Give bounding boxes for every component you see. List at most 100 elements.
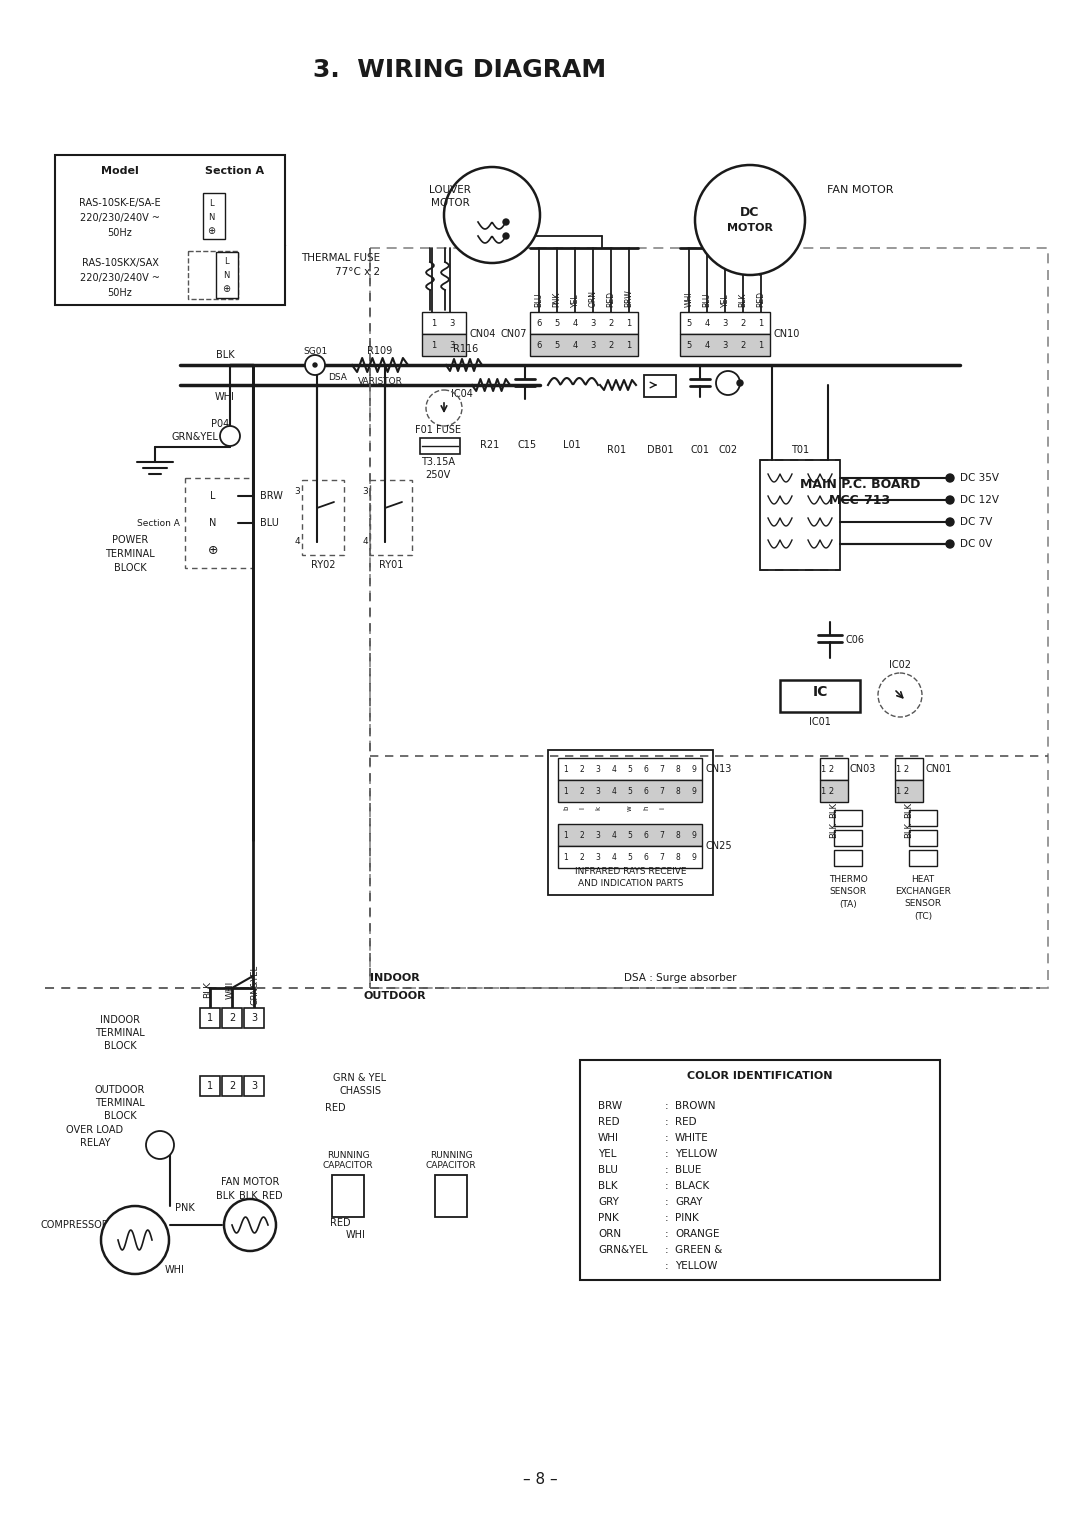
Text: C15: C15 [517,440,537,451]
Text: ORN: ORN [589,290,597,307]
Text: GRN&YEL: GRN&YEL [598,1245,648,1254]
Text: RY01: RY01 [379,559,403,570]
Text: CN10: CN10 [773,329,799,339]
Text: 3.  WIRING DIAGRAM: 3. WIRING DIAGRAM [313,58,607,83]
Text: FAN MOTOR: FAN MOTOR [827,185,893,196]
Text: GRN & YEL: GRN & YEL [334,1073,387,1083]
Bar [644,374,676,397]
Circle shape [503,219,509,225]
Text: :: : [665,1149,669,1160]
Text: 2: 2 [229,1080,235,1091]
Text: 5: 5 [554,341,559,350]
Text: 4: 4 [572,318,578,327]
Text: N: N [207,212,214,222]
Text: BLUE: BLUE [675,1164,701,1175]
Bar [222,1008,242,1028]
Text: 1: 1 [564,787,568,796]
Text: GREEN &: GREEN & [675,1245,723,1254]
Text: i: i [659,807,665,808]
Text: 3: 3 [251,1013,257,1024]
Text: 3: 3 [449,318,455,327]
Text: IC: IC [812,685,827,698]
Bar [834,850,862,866]
Bar [216,252,238,298]
Bar [760,460,840,570]
Text: 1: 1 [564,764,568,773]
Bar [558,824,702,847]
Circle shape [946,497,954,504]
Text: 3: 3 [449,341,455,350]
Text: 2: 2 [741,318,745,327]
Text: 1: 1 [626,341,632,350]
Bar [244,1076,264,1096]
Circle shape [305,354,325,374]
Text: 9: 9 [691,831,697,839]
Text: CAPACITOR: CAPACITOR [323,1160,374,1169]
Text: CHASSIS: CHASSIS [339,1086,381,1096]
Text: 4: 4 [294,538,300,547]
Text: DSA : Surge absorber: DSA : Surge absorber [624,973,737,983]
Text: BLK: BLK [905,822,914,837]
Text: RUNNING: RUNNING [430,1151,472,1160]
Text: 4: 4 [611,787,617,796]
Bar [820,758,848,779]
Text: BROWN: BROWN [675,1102,715,1111]
Text: BLK: BLK [216,1190,234,1201]
Text: 8: 8 [676,853,680,862]
Text: F01 FUSE: F01 FUSE [415,425,461,435]
Text: DC 12V: DC 12V [960,495,999,504]
Text: w: w [627,805,633,811]
Text: L: L [224,257,228,266]
Circle shape [716,371,740,396]
Text: YEL: YEL [720,293,729,307]
Text: 1: 1 [207,1013,213,1024]
Text: BLK: BLK [829,802,838,817]
Text: 5: 5 [687,318,691,327]
Circle shape [224,1199,276,1251]
Text: :: : [665,1261,669,1271]
Text: 9: 9 [691,853,697,862]
Text: 8: 8 [676,764,680,773]
Circle shape [737,380,743,387]
Text: YELLOW: YELLOW [675,1261,717,1271]
Text: COLOR IDENTIFICATION: COLOR IDENTIFICATION [687,1071,833,1080]
Text: PNK: PNK [553,292,562,307]
Text: 5: 5 [627,764,633,773]
Text: 2: 2 [580,831,584,839]
Text: RAS-10SK-E/SA-E: RAS-10SK-E/SA-E [79,199,161,208]
Text: 3: 3 [294,487,300,497]
Text: 4: 4 [704,341,710,350]
Text: 220/230/240V ~: 220/230/240V ~ [80,274,160,283]
Bar [332,1175,364,1216]
Text: PNK: PNK [598,1213,619,1222]
Text: 1: 1 [431,341,436,350]
Text: 4: 4 [362,538,368,547]
Text: 3: 3 [595,787,600,796]
Text: CN25: CN25 [706,840,732,851]
Text: Section A: Section A [205,167,265,176]
Text: R01: R01 [607,445,626,455]
Text: BLOCK: BLOCK [104,1041,136,1051]
Bar [435,1175,467,1216]
Text: RED: RED [756,290,766,307]
Text: 3: 3 [591,318,596,327]
Text: BLK: BLK [598,1181,618,1190]
Text: DC 7V: DC 7V [960,516,993,527]
Bar [200,1076,220,1096]
Bar [909,830,937,847]
Text: L01: L01 [563,440,581,451]
Bar [530,335,638,356]
Bar [55,154,285,306]
Bar [895,779,923,802]
Text: TERMINAL: TERMINAL [105,549,154,559]
Text: TERMINAL: TERMINAL [95,1028,145,1038]
Text: 1 2: 1 2 [896,764,909,773]
Bar [422,312,465,335]
Circle shape [146,1131,174,1160]
Text: WHI: WHI [165,1265,185,1274]
Text: 3: 3 [723,341,728,350]
Text: 6: 6 [537,318,542,327]
Text: 2: 2 [741,341,745,350]
Text: 1: 1 [626,318,632,327]
Text: WHITE: WHITE [675,1132,708,1143]
